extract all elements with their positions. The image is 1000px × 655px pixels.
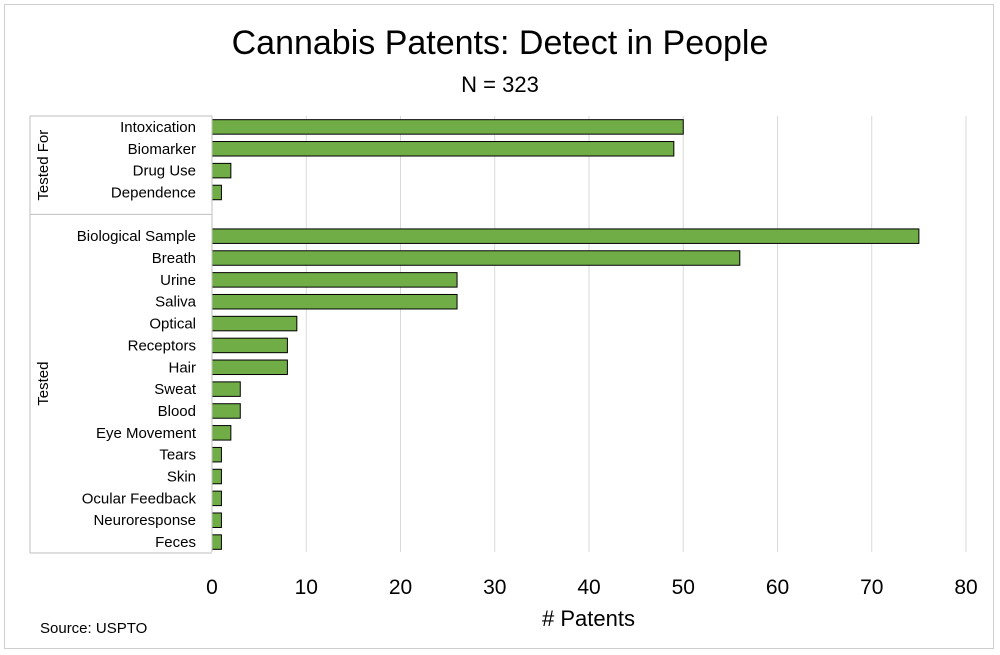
category-label: Neuroresponse bbox=[93, 512, 196, 529]
bar bbox=[211, 337, 288, 354]
category-label: Breath bbox=[152, 250, 196, 267]
category-label: Receptors bbox=[128, 337, 196, 354]
bar bbox=[211, 315, 298, 332]
bar bbox=[211, 512, 222, 528]
x-tick-label: 70 bbox=[860, 576, 883, 599]
category-label: Blood bbox=[158, 403, 196, 420]
x-tick-label: 20 bbox=[389, 576, 412, 599]
bar bbox=[211, 534, 222, 550]
category-label: Biological Sample bbox=[77, 228, 196, 245]
bar bbox=[211, 425, 232, 441]
category-label: Biomarker bbox=[128, 141, 196, 158]
bar bbox=[211, 381, 241, 397]
category-label: Urine bbox=[160, 272, 196, 289]
bar bbox=[211, 162, 232, 179]
x-tick-label: 80 bbox=[954, 576, 977, 599]
category-label: Sweat bbox=[154, 381, 197, 398]
bar bbox=[211, 359, 288, 376]
bar bbox=[211, 446, 222, 463]
x-tick-label: 60 bbox=[766, 576, 789, 599]
bar bbox=[211, 119, 684, 135]
bar bbox=[211, 272, 458, 288]
category-label: Optical bbox=[149, 316, 196, 333]
category-label: Intoxication bbox=[120, 119, 196, 136]
category-label: Ocular Feedback bbox=[82, 490, 197, 507]
category-label: Feces bbox=[155, 534, 196, 551]
group-label: Tested bbox=[35, 362, 52, 406]
category-label: Saliva bbox=[155, 294, 197, 311]
source-note: Source: USPTO bbox=[40, 620, 148, 637]
category-label: Skin bbox=[167, 469, 196, 486]
bar bbox=[211, 228, 920, 244]
category-label: Dependence bbox=[111, 184, 196, 201]
category-label: Hair bbox=[168, 359, 196, 376]
chart-frame bbox=[4, 4, 994, 649]
x-axis-label: # Patents bbox=[542, 606, 635, 631]
category-label: Drug Use bbox=[133, 163, 196, 180]
x-tick-label: 30 bbox=[483, 576, 506, 599]
bar bbox=[211, 490, 222, 507]
chart-title: Cannabis Patents: Detect in People bbox=[231, 24, 769, 62]
x-tick-label: 40 bbox=[577, 576, 600, 599]
x-tick-label: 10 bbox=[295, 576, 318, 599]
bar bbox=[211, 403, 241, 419]
bar bbox=[211, 468, 222, 485]
category-label: Tears bbox=[159, 447, 196, 464]
bar bbox=[211, 293, 458, 310]
group-label: Tested For bbox=[35, 130, 52, 201]
bar bbox=[211, 250, 741, 266]
x-tick-label: 0 bbox=[206, 576, 218, 599]
chart-subtitle: N = 323 bbox=[461, 72, 539, 97]
bar bbox=[211, 141, 675, 157]
bar bbox=[211, 184, 222, 201]
x-tick-label: 50 bbox=[672, 576, 695, 599]
category-label: Eye Movement bbox=[96, 425, 197, 442]
